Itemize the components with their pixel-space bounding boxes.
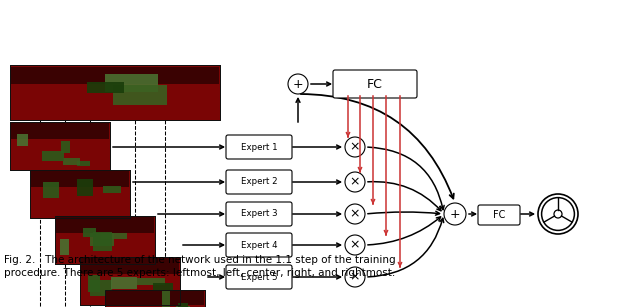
Text: Expert 4: Expert 4	[241, 240, 277, 250]
Bar	[80, 257, 180, 305]
Circle shape	[345, 137, 365, 157]
Bar	[63, 158, 80, 165]
Bar	[30, 170, 130, 218]
Bar	[90, 233, 114, 246]
FancyBboxPatch shape	[333, 70, 417, 98]
FancyBboxPatch shape	[226, 135, 292, 159]
Bar	[11, 123, 109, 139]
Bar	[113, 85, 168, 105]
Bar	[10, 122, 110, 170]
Bar	[10, 122, 110, 170]
Text: Expert 5: Expert 5	[241, 273, 277, 282]
Text: Expert 1: Expert 1	[241, 142, 277, 151]
Text: ×: ×	[349, 239, 360, 251]
Circle shape	[345, 235, 365, 255]
FancyBboxPatch shape	[226, 202, 292, 226]
Bar	[30, 170, 130, 218]
Circle shape	[288, 74, 308, 94]
Bar	[105, 74, 158, 92]
Bar	[90, 279, 112, 296]
Bar	[17, 134, 28, 146]
Bar	[77, 161, 90, 165]
Bar	[10, 65, 220, 120]
Bar	[106, 291, 204, 305]
Text: FC: FC	[367, 77, 383, 91]
Bar	[105, 290, 205, 307]
Bar	[93, 232, 112, 251]
Bar	[81, 258, 179, 274]
Text: ×: ×	[349, 141, 360, 154]
Bar	[80, 257, 180, 305]
FancyBboxPatch shape	[226, 170, 292, 194]
Bar	[176, 306, 190, 307]
Bar	[55, 216, 155, 264]
Circle shape	[345, 204, 365, 224]
Circle shape	[538, 194, 578, 234]
Bar	[102, 186, 122, 193]
Bar	[111, 277, 137, 289]
Text: Fig. 2.   The architecture of the network used in the 1.1 step of the training: Fig. 2. The architecture of the network …	[4, 255, 396, 265]
Bar	[60, 239, 68, 255]
Text: ×: ×	[349, 176, 360, 188]
Bar	[83, 228, 95, 237]
Bar	[154, 283, 173, 295]
Bar	[88, 82, 124, 93]
Bar	[137, 278, 164, 286]
Bar	[10, 65, 220, 120]
Bar	[55, 216, 155, 264]
Text: +: +	[292, 77, 303, 91]
Bar	[61, 141, 70, 153]
Text: Expert 2: Expert 2	[241, 177, 277, 186]
Text: FC: FC	[493, 210, 505, 220]
Circle shape	[345, 267, 365, 287]
Bar	[77, 179, 93, 196]
Bar	[11, 67, 219, 84]
Bar	[31, 171, 129, 187]
Bar	[88, 275, 100, 292]
Text: procedure. There are 5 experts: leftmost, left, center, right, and rightmost.: procedure. There are 5 experts: leftmost…	[4, 268, 396, 278]
Circle shape	[345, 172, 365, 192]
Text: ×: ×	[349, 208, 360, 220]
Bar	[101, 233, 127, 239]
Text: +: +	[450, 208, 460, 220]
FancyBboxPatch shape	[226, 265, 292, 289]
FancyBboxPatch shape	[478, 205, 520, 225]
Bar	[105, 290, 205, 307]
Circle shape	[444, 203, 466, 225]
Bar	[56, 217, 154, 233]
Text: Expert 3: Expert 3	[241, 209, 277, 219]
FancyBboxPatch shape	[226, 233, 292, 257]
Bar	[42, 151, 64, 161]
Bar	[43, 182, 59, 197]
Bar	[162, 291, 170, 307]
Text: ×: ×	[349, 270, 360, 283]
Bar	[179, 304, 188, 307]
